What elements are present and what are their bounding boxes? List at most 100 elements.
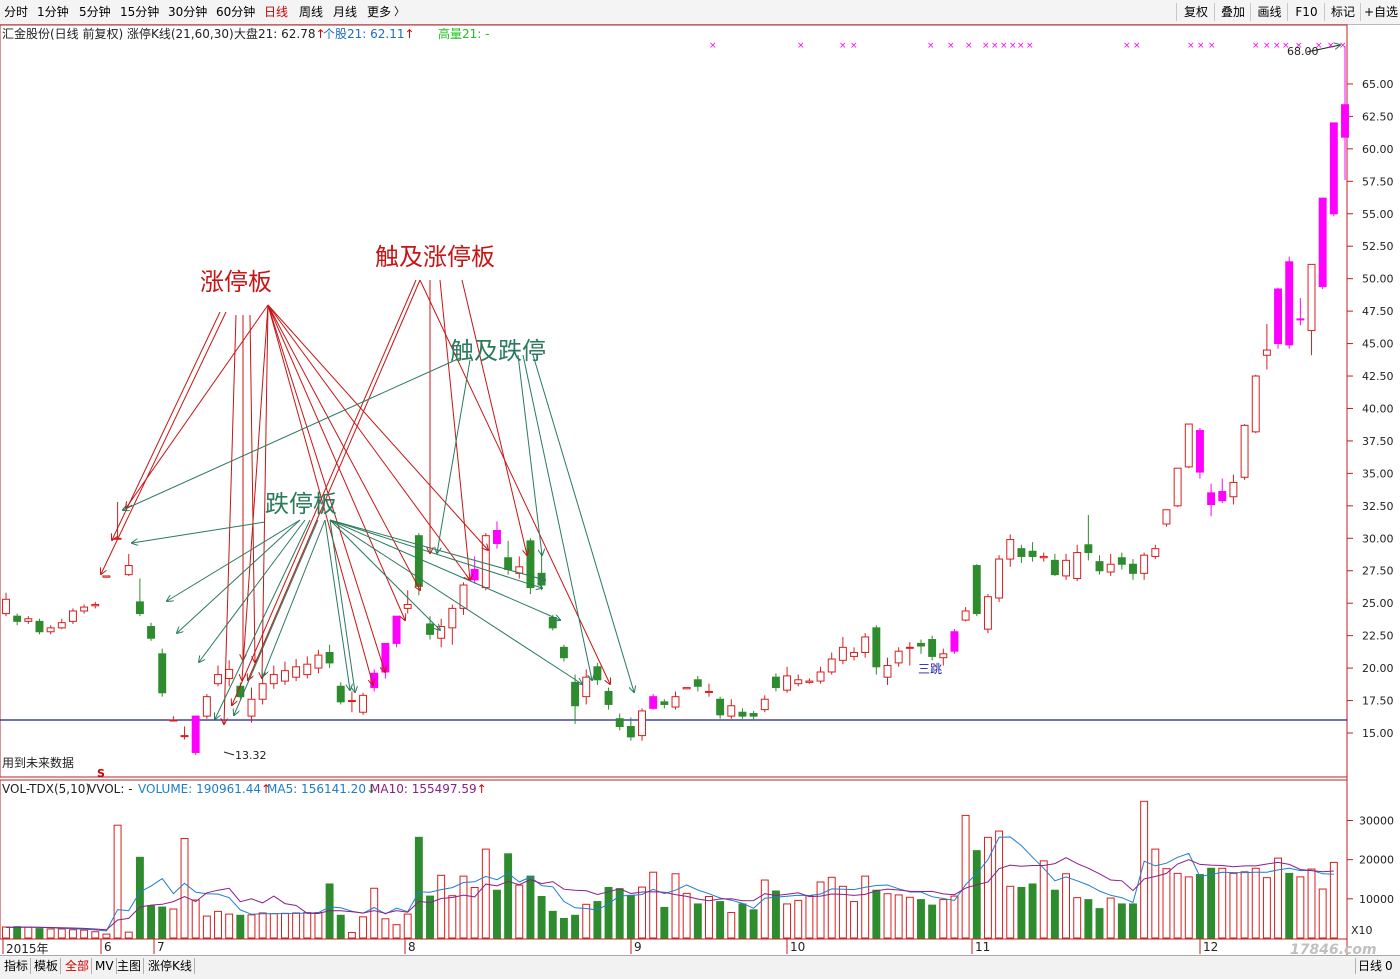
mark-button[interactable]: 标记 — [1324, 3, 1361, 21]
volume-bar — [716, 901, 725, 939]
tab-indicator[interactable]: 指标 — [2, 958, 32, 974]
candle — [917, 639, 925, 654]
candle — [347, 691, 356, 713]
tab-main-chart[interactable]: 主图 — [115, 958, 145, 974]
signal-marker: × — [1017, 41, 1025, 51]
limit-up-arrow — [126, 304, 269, 508]
signal-marker: × — [1133, 41, 1141, 51]
tab-60min[interactable]: 60分钟 — [216, 5, 256, 19]
tab-monthly[interactable]: 月线 — [333, 5, 358, 19]
tab-fenshi[interactable]: 分时 — [4, 5, 29, 19]
tab-5min[interactable]: 5分钟 — [79, 5, 111, 19]
tab-template[interactable]: 模板 — [32, 958, 62, 974]
volume-bar — [1240, 871, 1249, 939]
tab-more[interactable]: 更多 — [367, 5, 392, 19]
volume-bar — [883, 893, 892, 939]
price-tick-label: 35.00 — [1362, 467, 1394, 480]
signal-marker: × — [1197, 41, 1205, 51]
price-tick-label: 47.50 — [1362, 305, 1394, 318]
price-panel-border — [0, 24, 1348, 778]
candle — [225, 660, 234, 687]
candle — [1062, 553, 1071, 580]
candle — [928, 635, 937, 661]
volume-bar — [537, 895, 546, 939]
restore-rights-button[interactable]: 复权 — [1176, 3, 1215, 21]
price-tick-label: 52.50 — [1362, 240, 1394, 253]
volume-value-legend: VOLUME: 190961.44↑ — [138, 782, 272, 796]
volume-bar — [526, 875, 535, 939]
sell-marker: S — [97, 767, 105, 780]
volume-bar — [559, 917, 568, 939]
draw-line-button[interactable]: 画线 — [1250, 3, 1288, 21]
candle — [638, 708, 646, 741]
add-watchlist-button[interactable]: +自选 — [1360, 3, 1400, 21]
candle — [883, 657, 892, 685]
period-selector[interactable]: 日线 — [1355, 958, 1384, 974]
volume-bar — [214, 910, 222, 939]
tab-daily[interactable]: 日线 — [264, 5, 289, 19]
candle — [961, 607, 970, 622]
limit-down-arrow — [132, 521, 266, 543]
volume-bar — [202, 915, 211, 939]
candle — [526, 538, 535, 595]
volume-bar — [693, 903, 702, 939]
tab-all[interactable]: 全部 — [63, 958, 93, 974]
tab-limit-kline[interactable]: 涨停K线 — [146, 958, 195, 974]
volume-bar — [180, 838, 189, 939]
f10-button[interactable]: F10 — [1287, 3, 1325, 21]
volume-bar — [660, 906, 669, 939]
price-tick-label: 22.50 — [1362, 630, 1394, 643]
volume-bar — [1173, 872, 1182, 939]
tab-30min[interactable]: 30分钟 — [168, 5, 208, 19]
candle — [336, 682, 345, 705]
candle — [1218, 478, 1227, 504]
volume-bar — [1106, 897, 1115, 939]
high-volume-legend: 高量21: - — [438, 27, 490, 41]
month-label: 7 — [157, 940, 165, 954]
kline-chart[interactable]: 65.00 62.50 60.00 57.50 55.00 52.50 50.00 47.50… — [0, 0, 1400, 955]
candle — [1084, 514, 1093, 561]
volume-bar — [1329, 861, 1338, 939]
candle — [247, 687, 256, 723]
volume-bar — [917, 899, 925, 939]
volume-bar — [225, 913, 234, 939]
price-tick-label: 40.00 — [1362, 402, 1394, 415]
candle — [459, 582, 468, 615]
touch-limit-down-annotation: 触及跌停 — [450, 337, 546, 365]
candle — [13, 613, 22, 626]
tab-weekly[interactable]: 周线 — [299, 5, 324, 19]
tab-1min[interactable]: 1分钟 — [37, 5, 69, 19]
limit-down-arrow — [215, 519, 311, 719]
limit-down-arrow — [324, 519, 350, 690]
limit-up-arrow — [267, 304, 385, 672]
candle — [403, 590, 412, 614]
candle — [124, 553, 133, 576]
price-tick-label: 65.00 — [1362, 78, 1394, 91]
volume-bar — [582, 903, 591, 939]
volume-tick-label: 10000 — [1359, 893, 1394, 906]
tab-mv[interactable]: MV — [93, 958, 117, 974]
volume-bar — [359, 916, 368, 939]
month-label: 8 — [408, 940, 416, 954]
candle — [559, 644, 568, 662]
volume-bar — [303, 912, 312, 939]
volume-bar — [1184, 876, 1193, 939]
volume-bar — [280, 912, 289, 939]
signal-marker: × — [1282, 41, 1290, 51]
volume-bar — [515, 884, 524, 939]
limit-down-arrow — [263, 519, 326, 676]
overlay-button[interactable]: 叠加 — [1214, 3, 1251, 21]
candle — [169, 716, 178, 722]
candle — [582, 669, 591, 705]
more-chevron-icon[interactable]: 〉 — [394, 5, 405, 18]
price-tick-label: 60.00 — [1362, 143, 1394, 156]
ma10-line — [5, 857, 1334, 931]
volume-axis: 30000 20000 10000 — [1347, 815, 1394, 906]
price-tick-label: 62.50 — [1362, 110, 1394, 123]
volume-bar — [1285, 872, 1294, 939]
candle — [1028, 542, 1037, 562]
annotation-arrows — [101, 45, 1340, 756]
limit-up-arrow — [101, 311, 227, 574]
candle — [649, 694, 658, 710]
tab-15min[interactable]: 15分钟 — [120, 5, 160, 19]
